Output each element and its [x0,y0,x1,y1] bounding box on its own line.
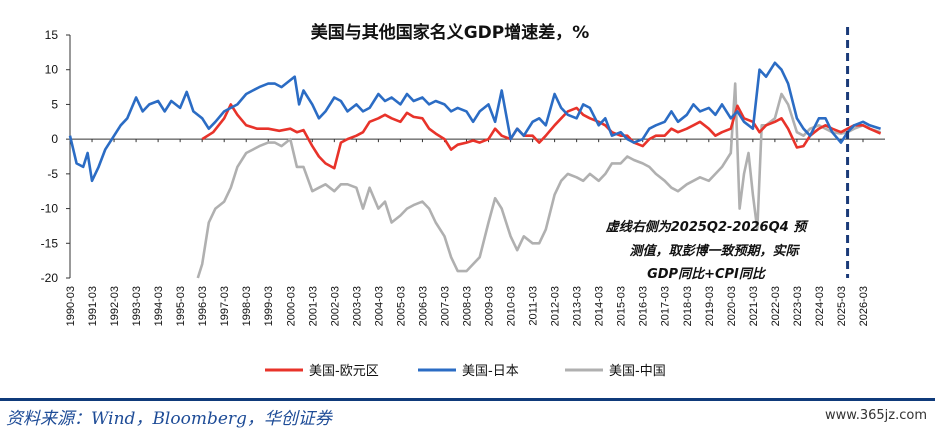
x-tick-label: 1999-03 [263,286,275,326]
annotation-line: 测值，取彭博一致预期，实际 [629,243,800,259]
x-tick-label: 2016-03 [638,286,650,326]
series-line [201,103,882,170]
x-tick-label: 2015-03 [616,286,628,326]
y-tick-label: -15 [41,236,59,250]
x-tick-label: 2003-03 [351,286,363,326]
series-lines [68,61,882,279]
x-tick-label: 2008-03 [461,286,473,326]
x-tick-label: 1996-03 [197,286,209,326]
y-tick-label: 10 [45,63,59,77]
x-tick-label: 2023-03 [792,286,804,326]
series-line [196,82,881,279]
x-tick-label: 2006-03 [417,286,429,326]
x-tick-label: 2010-03 [506,286,518,326]
legend-label: 美国-欧元区 [309,364,379,379]
x-tick-label: 1994-03 [153,286,165,326]
site-watermark: www.365jz.com [825,408,927,423]
x-tick-label: 2018-03 [682,286,694,326]
x-tick-label: 1993-03 [131,286,143,326]
legend-label: 美国-中国 [609,364,666,379]
x-tick-label: 2012-03 [550,286,562,326]
chart-canvas: 美国与其他国家名义GDP增速差，% 15 10 5 0 -5 -10 -15 -20 1990… [41,22,885,379]
x-tick-label: 1991-03 [87,286,99,326]
x-tick-label: 2005-03 [395,286,407,326]
x-tick-label: 2017-03 [660,286,672,326]
y-tick-label: 15 [45,28,59,42]
x-tick-label: 2024-03 [814,286,826,326]
x-tick-label: 1995-03 [175,286,187,326]
x-tick-label: 2020-03 [726,286,738,326]
footer-divider [0,398,935,401]
annotation-line: GDP同比+CPI同比 [647,266,767,282]
source-note: 资料来源：Wind，Bloomberg，华创证券 [6,409,332,429]
y-axis: 15 10 5 0 -5 -10 -15 -20 [41,28,71,285]
x-tick-label: 2014-03 [594,286,606,326]
x-tick-label: 2013-03 [572,286,584,326]
x-tick-label: 2025-03 [836,286,848,326]
x-tick-label: 2007-03 [439,286,451,326]
x-tick-label: 2021-03 [748,286,760,326]
series-line [68,61,881,183]
x-tick-label: 2019-03 [704,286,716,326]
chart-title: 美国与其他国家名义GDP增速差，% [311,22,590,43]
x-tick-label: 2022-03 [770,286,782,326]
x-tick-label: 1997-03 [219,286,231,326]
x-tick-label: 1990-03 [65,286,77,326]
legend: 美国-欧元区 美国-日本 美国-中国 [265,364,666,379]
annotation-line: 虚线右侧为2025Q2-2026Q4 预 [605,219,809,235]
x-tick-label: 1998-03 [241,286,253,326]
x-axis: 1990-03 1991-03 1992-03 1993-03 1994-03 1995-… [65,138,885,326]
x-tick-label: 2000-03 [285,286,297,326]
forecast-annotation: 虚线右侧为2025Q2-2026Q4 预测值，取彭博一致预期，实际 GDP同比+C… [605,219,809,282]
x-tick-label: 1992-03 [109,286,121,326]
x-tick-label: 2002-03 [329,286,341,326]
y-tick-label: 5 [51,97,58,111]
y-tick-label: -5 [47,167,58,181]
x-tick-label: 2001-03 [307,286,319,326]
y-tick-label: -10 [41,202,59,216]
legend-label: 美国-日本 [462,364,519,379]
x-tick-label: 2009-03 [484,286,496,326]
y-tick-label: -20 [41,271,59,285]
x-tick-label: 2004-03 [373,286,385,326]
y-tick-label: 0 [51,132,58,146]
x-tick-label: 2011-03 [528,286,540,326]
x-tick-label: 2026-03 [858,286,870,326]
